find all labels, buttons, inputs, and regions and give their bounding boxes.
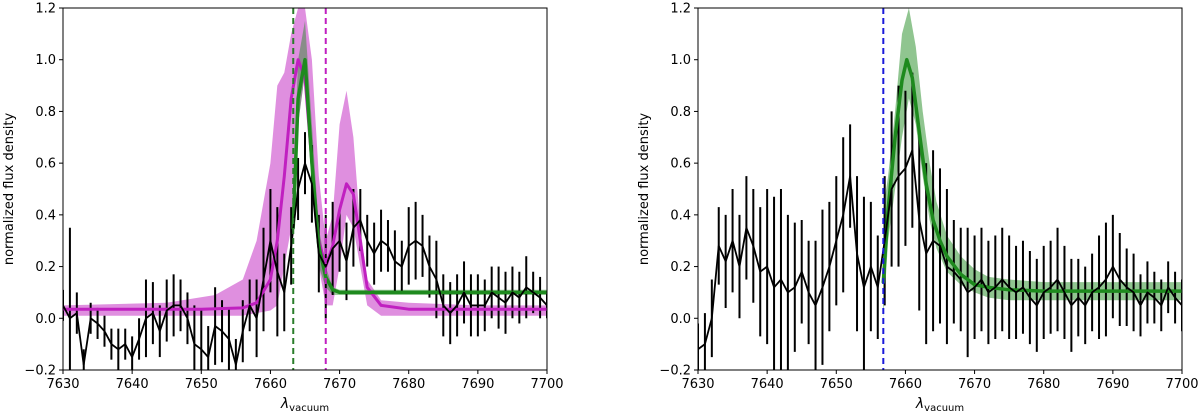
x-tick-label: 7670	[323, 377, 356, 392]
x-tick-label: 7650	[185, 377, 218, 392]
y-tick-label: 0.8	[670, 105, 691, 120]
y-axis-title: normalized flux density	[2, 113, 17, 266]
y-tick-label: 0.6	[35, 157, 56, 172]
y-tick-label: 1.0	[35, 53, 56, 68]
plot-area	[63, 8, 547, 370]
x-tick-label: 7660	[254, 377, 287, 392]
x-tick-label: 7670	[958, 377, 991, 392]
left-panel: 7630 7640 7650 7660 7670 7680 7690 7700 −0.2 0.0 0…	[2, 2, 564, 413]
y-tick-label: 0.8	[35, 105, 56, 120]
y-tick-label: 0.2	[35, 260, 56, 275]
y-tick-label: 0.0	[670, 312, 691, 327]
x-tick-label: 7630	[46, 377, 79, 392]
y-tick-label: 1.0	[670, 53, 691, 68]
right-panel: 7630 7640 7650 7660 7670 7680 7690 7700 −0.2 0.0 0…	[637, 2, 1199, 413]
x-tick-label: 7700	[1165, 377, 1198, 392]
y-tick-label: −0.2	[24, 364, 56, 379]
y-tick-label: 1.2	[35, 2, 56, 17]
y-axis-title: normalized flux density	[637, 113, 652, 266]
x-tick-label: 7640	[751, 377, 784, 392]
data-spectrum-line	[698, 149, 1182, 351]
y-tick-label: 0.6	[670, 157, 691, 172]
axes-frame	[697, 7, 1183, 371]
x-tick-label: 7680	[392, 377, 425, 392]
y-tick-label: 0.2	[670, 260, 691, 275]
x-tick-label: 7700	[530, 377, 563, 392]
x-axis-title: λvacuum	[280, 396, 329, 413]
x-tick-label: 7690	[1096, 377, 1129, 392]
y-tick-label: 0.0	[35, 312, 56, 327]
x-tick-label: 7660	[889, 377, 922, 392]
x-axis-title: λvacuum	[915, 396, 964, 413]
x-tick-label: 7630	[681, 377, 714, 392]
x-axis-subscript: vacuum	[289, 403, 329, 413]
y-tick-label: 1.2	[670, 2, 691, 17]
y-tick-label: 0.4	[35, 208, 56, 223]
uncertainty-band-0	[883, 8, 1182, 319]
data-spectrum-line	[63, 162, 547, 366]
y-tick-label: −0.2	[659, 364, 691, 379]
x-axis-symbol: λ	[915, 396, 924, 412]
axes-frame	[62, 7, 548, 371]
x-tick-label: 7690	[461, 377, 494, 392]
x-tick-label: 7650	[820, 377, 853, 392]
x-tick-label: 7680	[1027, 377, 1060, 392]
x-tick-label: 7640	[116, 377, 149, 392]
x-axis-symbol: λ	[280, 396, 289, 412]
plot-area	[698, 8, 1182, 370]
x-axis-subscript: vacuum	[924, 403, 964, 413]
y-tick-label: 0.4	[670, 208, 691, 223]
